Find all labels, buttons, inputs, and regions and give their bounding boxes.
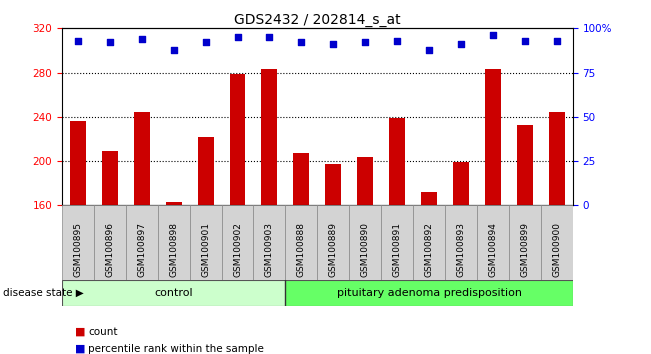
Text: GSM100898: GSM100898 <box>169 222 178 278</box>
Bar <box>94 205 126 280</box>
Text: GSM100890: GSM100890 <box>361 222 370 278</box>
Point <box>456 41 466 47</box>
Bar <box>198 137 214 205</box>
Bar <box>541 205 573 280</box>
Bar <box>445 205 477 280</box>
Bar <box>350 205 381 280</box>
Bar <box>221 205 253 280</box>
Text: GSM100896: GSM100896 <box>105 222 115 278</box>
Bar <box>389 118 405 205</box>
Text: GSM100889: GSM100889 <box>329 222 338 278</box>
Point <box>488 33 498 38</box>
Text: GSM100903: GSM100903 <box>265 222 274 278</box>
Bar <box>421 192 437 205</box>
Bar <box>230 74 245 205</box>
Point <box>360 40 370 45</box>
Point <box>392 38 402 44</box>
Bar <box>413 205 445 280</box>
Bar <box>285 205 317 280</box>
Point <box>551 38 562 44</box>
Bar <box>165 202 182 205</box>
Bar <box>133 113 150 205</box>
Bar <box>549 113 565 205</box>
Bar <box>381 205 413 280</box>
Bar <box>62 205 94 280</box>
Text: GSM100901: GSM100901 <box>201 222 210 278</box>
Point <box>264 34 275 40</box>
Bar <box>70 121 86 205</box>
Bar <box>262 69 277 205</box>
Bar <box>158 205 189 280</box>
Point <box>232 34 243 40</box>
Point <box>201 40 211 45</box>
Bar <box>189 205 221 280</box>
Bar <box>285 280 573 306</box>
Bar <box>485 69 501 205</box>
Text: GSM100899: GSM100899 <box>520 222 529 278</box>
Point <box>519 38 530 44</box>
Text: GSM100900: GSM100900 <box>553 222 561 278</box>
Bar <box>126 205 158 280</box>
Point <box>424 47 434 52</box>
Text: pituitary adenoma predisposition: pituitary adenoma predisposition <box>337 288 521 298</box>
Title: GDS2432 / 202814_s_at: GDS2432 / 202814_s_at <box>234 13 400 27</box>
Text: ■: ■ <box>75 344 85 354</box>
Bar <box>357 156 373 205</box>
Point <box>328 41 339 47</box>
Bar <box>62 280 285 306</box>
Bar <box>253 205 285 280</box>
Text: ■: ■ <box>75 327 85 337</box>
Bar <box>294 153 309 205</box>
Point <box>105 40 115 45</box>
Text: GSM100888: GSM100888 <box>297 222 306 278</box>
Text: GSM100897: GSM100897 <box>137 222 146 278</box>
Bar <box>477 205 509 280</box>
Text: control: control <box>154 288 193 298</box>
Bar <box>326 164 341 205</box>
Bar <box>453 162 469 205</box>
Point <box>73 38 83 44</box>
Text: GSM100892: GSM100892 <box>424 223 434 278</box>
Bar <box>509 205 541 280</box>
Text: count: count <box>88 327 117 337</box>
Point <box>296 40 307 45</box>
Text: GSM100894: GSM100894 <box>488 223 497 278</box>
Point <box>137 36 147 42</box>
Point <box>169 47 179 52</box>
Text: GSM100902: GSM100902 <box>233 223 242 278</box>
Text: percentile rank within the sample: percentile rank within the sample <box>88 344 264 354</box>
Text: disease state ▶: disease state ▶ <box>3 288 84 298</box>
Text: GSM100891: GSM100891 <box>393 222 402 278</box>
Text: GSM100893: GSM100893 <box>456 222 465 278</box>
Text: GSM100895: GSM100895 <box>74 222 82 278</box>
Bar <box>102 151 118 205</box>
Bar <box>317 205 350 280</box>
Bar <box>517 125 533 205</box>
